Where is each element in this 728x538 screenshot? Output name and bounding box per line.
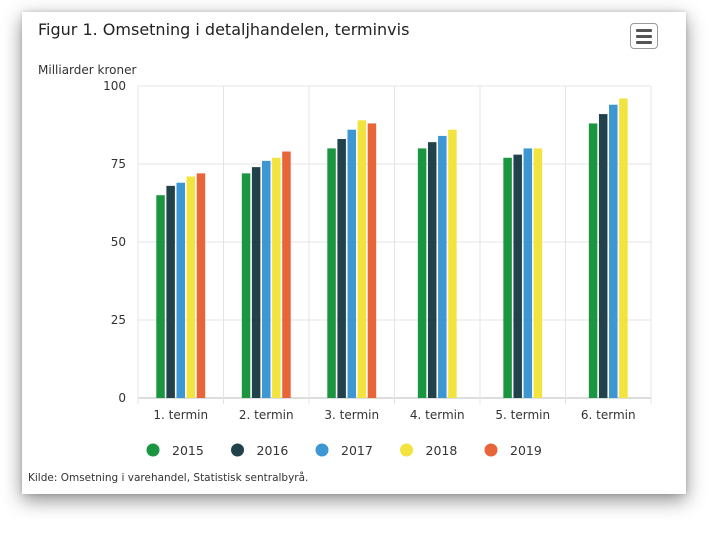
bar-2017-2[interactable] (262, 160, 271, 398)
y-tick-label: 0 (118, 391, 126, 405)
bars (156, 98, 628, 399)
bar-2015-1[interactable] (156, 195, 165, 398)
bar-2015-4[interactable] (417, 148, 427, 398)
x-tick-label: 5. termin (495, 408, 550, 422)
y-tick-label: 50 (111, 235, 126, 249)
y-axis-ticks: 0 25 50 75 100 (103, 79, 126, 405)
legend-label: 2018 (426, 443, 458, 458)
bar-2017-3[interactable] (347, 129, 357, 398)
bar-chart: 0 25 50 75 100 1. termin 2. termin 3. termin 4.… (103, 79, 652, 458)
legend-item-2017[interactable]: 2017 (315, 443, 373, 458)
x-tick-label: 3. termin (324, 408, 379, 422)
x-tick-label: 1. termin (153, 408, 208, 422)
chart-menu-button[interactable] (630, 23, 658, 49)
bar-2018-6[interactable] (619, 98, 628, 398)
bar-2015-2[interactable] (241, 173, 251, 398)
chart-title: Figur 1. Omsetning i detaljhandelen, ter… (38, 20, 410, 39)
legend-marker (146, 443, 160, 457)
bar-2015-3[interactable] (327, 148, 336, 398)
bar-2017-5[interactable] (523, 148, 533, 398)
bar-2016-4[interactable] (427, 142, 437, 398)
bar-2015-6[interactable] (588, 123, 598, 398)
source-note: Kilde: Omsetning i varehandel, Statistis… (28, 472, 309, 484)
y-tick-label: 75 (111, 157, 126, 171)
y-tick-label: 100 (103, 79, 126, 93)
legend-marker (315, 443, 329, 457)
bar-2017-6[interactable] (609, 104, 618, 398)
bar-2018-1[interactable] (186, 176, 196, 398)
legend-label: 2015 (172, 443, 204, 458)
bar-2016-3[interactable] (337, 139, 346, 398)
x-tick-label: 4. termin (410, 408, 465, 422)
x-tick-label: 2. termin (239, 408, 294, 422)
legend-marker (231, 443, 244, 457)
bar-2018-3[interactable] (357, 120, 367, 398)
legend-item-2016[interactable]: 2016 (231, 443, 288, 458)
y-tick-label: 25 (111, 313, 126, 327)
x-axis-ticks: 1. termin 2. termin 3. termin 4. termin 5. t… (153, 408, 635, 422)
bar-2017-4[interactable] (438, 135, 447, 399)
legend: 2015 2016 2017 2018 2019 (146, 443, 542, 458)
legend-item-2015[interactable]: 2015 (146, 443, 204, 458)
bar-2019-1[interactable] (196, 173, 206, 398)
x-tick-label: 6. termin (581, 408, 636, 422)
bar-2018-4[interactable] (448, 129, 457, 398)
bar-2018-2[interactable] (272, 157, 281, 398)
legend-label: 2016 (257, 443, 289, 458)
bar-2019-3[interactable] (367, 123, 377, 398)
bar-2018-5[interactable] (533, 148, 543, 398)
legend-label: 2019 (510, 443, 542, 458)
bar-2016-6[interactable] (598, 114, 608, 398)
hamburger-menu-icon-line (636, 40, 652, 44)
legend-label: 2017 (341, 443, 373, 458)
legend-marker (484, 443, 498, 457)
bar-2016-5[interactable] (513, 154, 522, 398)
bar-2019-2[interactable] (282, 151, 291, 398)
chart-card: Figur 1. Omsetning i detaljhandelen, ter… (22, 12, 686, 494)
grid-lines (137, 85, 652, 404)
bar-2015-5[interactable] (503, 157, 512, 398)
legend-marker (400, 443, 413, 457)
hamburger-menu-icon (636, 28, 652, 32)
y-axis-label: Milliarder kroner (38, 63, 137, 77)
legend-item-2018[interactable]: 2018 (400, 443, 457, 458)
bar-2016-2[interactable] (251, 167, 261, 398)
hamburger-menu-icon-line (636, 34, 652, 38)
bar-2016-1[interactable] (166, 185, 175, 398)
legend-item-2019[interactable]: 2019 (484, 443, 542, 458)
bar-2017-1[interactable] (176, 182, 186, 398)
